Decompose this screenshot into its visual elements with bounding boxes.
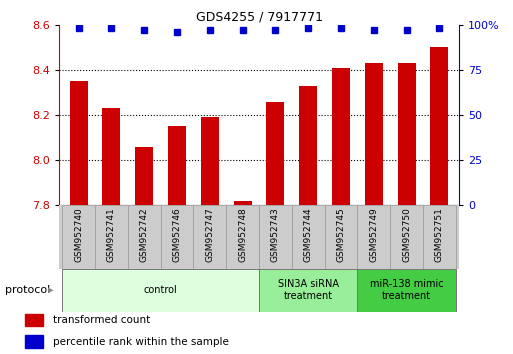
FancyBboxPatch shape <box>358 269 456 312</box>
Bar <box>266 102 285 205</box>
FancyBboxPatch shape <box>62 205 95 269</box>
Text: GSM952741: GSM952741 <box>107 207 116 262</box>
Text: miR-138 mimic
treatment: miR-138 mimic treatment <box>370 279 443 301</box>
Title: GDS4255 / 7917771: GDS4255 / 7917771 <box>195 11 323 24</box>
Bar <box>332 68 350 205</box>
Bar <box>398 63 416 205</box>
Bar <box>201 117 219 205</box>
Text: transformed count: transformed count <box>53 315 151 325</box>
Text: GSM952748: GSM952748 <box>238 207 247 262</box>
Bar <box>365 63 383 205</box>
Text: protocol: protocol <box>5 285 50 295</box>
Text: GSM952743: GSM952743 <box>271 207 280 262</box>
FancyBboxPatch shape <box>128 205 161 269</box>
FancyBboxPatch shape <box>259 205 292 269</box>
Text: GSM952746: GSM952746 <box>172 207 182 262</box>
Bar <box>299 86 317 205</box>
Bar <box>430 47 448 205</box>
Text: GSM952750: GSM952750 <box>402 207 411 262</box>
FancyBboxPatch shape <box>161 205 193 269</box>
Text: GSM952749: GSM952749 <box>369 207 379 262</box>
FancyBboxPatch shape <box>390 205 423 269</box>
Bar <box>26 314 43 326</box>
Text: percentile rank within the sample: percentile rank within the sample <box>53 337 229 347</box>
Bar <box>168 126 186 205</box>
Text: control: control <box>144 285 177 295</box>
FancyBboxPatch shape <box>423 205 456 269</box>
FancyBboxPatch shape <box>193 205 226 269</box>
Bar <box>26 335 43 348</box>
Text: GSM952740: GSM952740 <box>74 207 83 262</box>
Bar <box>233 201 252 205</box>
Text: SIN3A siRNA
treatment: SIN3A siRNA treatment <box>278 279 339 301</box>
Text: GSM952742: GSM952742 <box>140 207 149 262</box>
FancyBboxPatch shape <box>95 205 128 269</box>
FancyBboxPatch shape <box>259 269 358 312</box>
Text: GSM952744: GSM952744 <box>304 207 313 262</box>
FancyBboxPatch shape <box>358 205 390 269</box>
Text: GSM952747: GSM952747 <box>205 207 214 262</box>
Text: GSM952745: GSM952745 <box>337 207 346 262</box>
FancyBboxPatch shape <box>325 205 358 269</box>
Bar <box>70 81 88 205</box>
FancyBboxPatch shape <box>62 269 259 312</box>
Bar <box>135 147 153 205</box>
Bar <box>103 108 121 205</box>
Text: GSM952751: GSM952751 <box>435 207 444 262</box>
FancyBboxPatch shape <box>226 205 259 269</box>
FancyBboxPatch shape <box>292 205 325 269</box>
